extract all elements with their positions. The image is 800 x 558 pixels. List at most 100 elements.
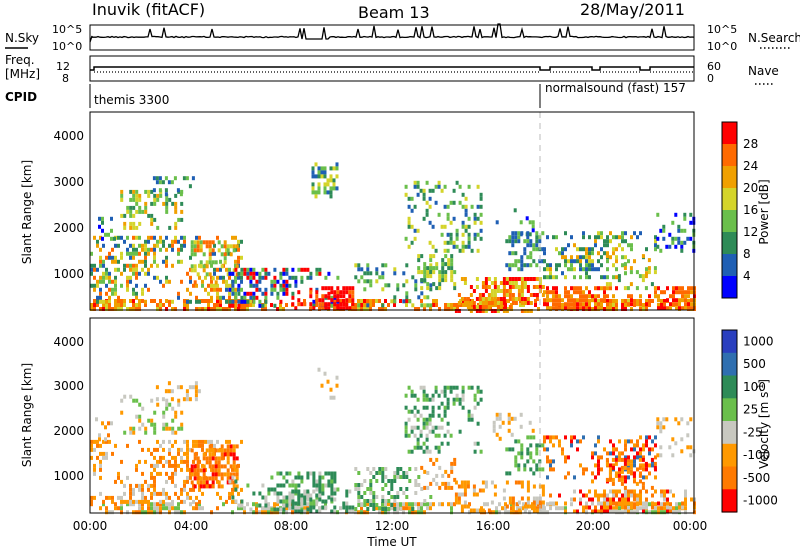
velocity-cell [258, 503, 262, 508]
velocity-cell [177, 495, 180, 500]
power-cell [201, 279, 204, 284]
power-cell [294, 275, 298, 280]
xtick-2000: 20:00 [576, 519, 611, 533]
power-cell [153, 259, 156, 264]
velocity-cell [211, 468, 215, 473]
velocity-cell [120, 499, 123, 504]
velocity-cell [153, 483, 156, 488]
power-cell [511, 293, 515, 297]
power-cell [453, 286, 457, 291]
power-cell [626, 286, 630, 291]
power-cell [375, 267, 379, 272]
power-cell [360, 307, 363, 311]
power-cell [505, 263, 509, 268]
velocity-cell [156, 463, 159, 468]
velocity-cell [615, 471, 618, 476]
velocity-colorbar-tick-2: 100 [743, 380, 766, 394]
power-cell [606, 275, 609, 280]
velocity-cell [638, 473, 642, 478]
velocity-cell [686, 421, 690, 426]
power-cell [317, 190, 321, 195]
velocity-cell [662, 417, 666, 422]
power-cell [105, 303, 108, 307]
power-cell [508, 305, 512, 309]
velocity-cell [405, 495, 409, 499]
velocity-cell [194, 397, 198, 402]
velocity-cell [410, 425, 414, 430]
velocity-cell [363, 491, 367, 495]
power-cell [108, 307, 111, 311]
nsky-panel: N.Sky 10^5 10^0 10^5 10^0 N.Search [5, 23, 800, 53]
velocity-cell [276, 491, 280, 496]
power-cell [327, 306, 331, 311]
nsearch-label: N.Search [748, 31, 800, 45]
velocity-cell [192, 443, 195, 448]
velocity-cell [609, 439, 612, 444]
velocity-cell [666, 497, 669, 502]
velocity-cell [651, 505, 654, 510]
velocity-cell [458, 429, 462, 434]
power-cell [526, 297, 530, 301]
nsky-tick-top: 10^5 [52, 23, 82, 36]
power-cell [217, 240, 221, 245]
power-cell [523, 309, 527, 313]
power-cell [564, 231, 567, 236]
velocity-cell [309, 493, 313, 498]
velocity-cell [654, 455, 657, 460]
power-cell [508, 251, 512, 256]
power-cell [618, 235, 621, 240]
power-cell [579, 290, 582, 295]
power-cell [329, 174, 333, 179]
nsky-trace [89, 23, 695, 43]
velocity-cell [162, 463, 165, 468]
power-cell [351, 298, 355, 303]
velocity-cell [123, 483, 126, 488]
power-cell [240, 295, 244, 300]
power-cell [228, 291, 231, 296]
velocity-cell [126, 502, 129, 507]
velocity-cell [639, 455, 642, 460]
power-cell [558, 294, 561, 299]
power-cell [453, 303, 456, 307]
power-cell [675, 286, 678, 291]
velocity-cell [526, 459, 530, 464]
power-cell [535, 231, 539, 236]
velocity-cell [416, 445, 420, 450]
velocity-cell [425, 405, 429, 410]
velocity-cell [463, 484, 467, 489]
power-cell [446, 240, 450, 245]
velocity-cell [618, 451, 621, 456]
velocity-cell [495, 432, 499, 437]
power-cell [327, 302, 331, 307]
power-cell [312, 303, 316, 308]
velocity-cell [95, 417, 98, 422]
velocity-cell [659, 453, 663, 458]
velocity-cell [171, 463, 174, 468]
power-cell [240, 299, 244, 304]
velocity-cell [597, 455, 600, 460]
power-cell [627, 294, 630, 299]
power-cell [526, 289, 530, 293]
power-cell [511, 235, 515, 240]
velocity-cell [615, 447, 618, 452]
power-cell [414, 279, 418, 284]
power-cell [213, 271, 216, 276]
velocity-cell [288, 502, 291, 507]
power-cell [567, 302, 570, 307]
velocity-cell [120, 410, 124, 415]
power-cell [484, 289, 488, 293]
power-cell [463, 277, 467, 281]
velocity-cell [357, 495, 361, 499]
velocity-cell [387, 499, 391, 503]
power-cell [479, 220, 483, 225]
power-cell [564, 255, 567, 260]
power-cell [561, 271, 564, 276]
power-cell [663, 299, 666, 303]
power-cell [432, 299, 435, 303]
power-cell [311, 174, 315, 179]
velocity-cell [609, 501, 612, 506]
velocity-cell [144, 499, 147, 504]
power-cell [393, 267, 397, 272]
power-cell [517, 235, 521, 240]
